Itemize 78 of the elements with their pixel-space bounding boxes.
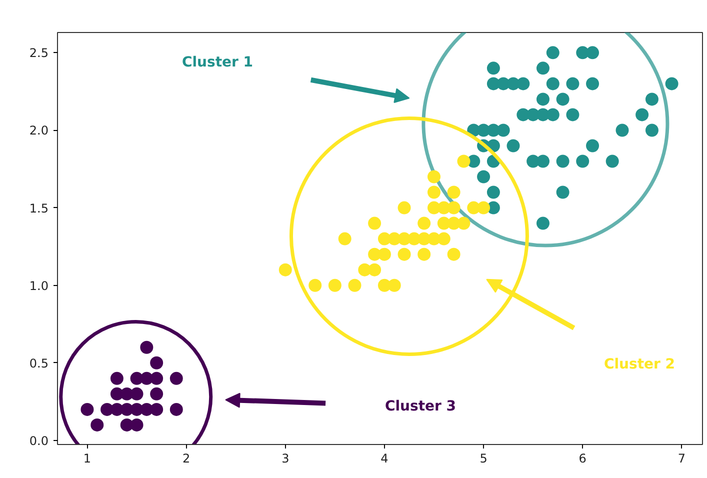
point — [586, 77, 600, 90]
point — [536, 92, 550, 106]
annotation: Cluster 2 — [604, 356, 676, 372]
point — [546, 108, 560, 122]
point — [496, 124, 510, 137]
point — [546, 77, 560, 90]
point — [170, 372, 183, 385]
point — [348, 278, 362, 292]
point — [447, 248, 460, 261]
point — [586, 46, 600, 60]
y-tick-label: 2.0 — [29, 124, 49, 138]
point — [378, 248, 391, 261]
point — [418, 216, 431, 230]
y-tick-label: 2.5 — [29, 46, 49, 60]
point — [418, 248, 431, 261]
point — [170, 402, 183, 416]
point — [636, 108, 649, 122]
x-tick-label: 3 — [282, 452, 290, 466]
point — [150, 372, 164, 385]
x-tick-label: 4 — [380, 452, 388, 466]
point — [645, 124, 658, 137]
y-tick-label: 0.0 — [29, 434, 49, 448]
point — [586, 139, 600, 152]
point — [556, 186, 570, 199]
point — [457, 216, 470, 230]
point — [338, 232, 352, 246]
point — [140, 340, 154, 354]
point — [447, 186, 460, 199]
point — [457, 154, 470, 168]
y-tick-label: 1.0 — [29, 278, 49, 293]
point — [278, 263, 292, 276]
annotation: Cluster 3 — [384, 398, 456, 414]
point — [536, 154, 550, 168]
x-tick-label: 6 — [578, 452, 586, 466]
point — [398, 248, 411, 261]
point — [447, 201, 460, 214]
y-tick-label: 1.5 — [29, 201, 49, 216]
point — [150, 387, 164, 400]
point — [437, 232, 450, 246]
point — [506, 139, 520, 152]
point — [576, 154, 590, 168]
point — [536, 62, 550, 75]
point — [150, 402, 164, 416]
point — [486, 186, 500, 199]
point — [150, 356, 164, 370]
x-tick-label: 7 — [678, 452, 686, 466]
x-tick-label: 1 — [83, 452, 92, 466]
point — [110, 372, 124, 385]
point — [398, 201, 411, 214]
point — [556, 92, 570, 106]
point — [80, 402, 94, 416]
x-tick-label: 2 — [182, 452, 190, 466]
point — [368, 263, 382, 276]
x-tick-label: 5 — [480, 452, 488, 466]
point — [130, 418, 144, 432]
point — [308, 278, 322, 292]
point — [556, 154, 570, 168]
point — [566, 77, 580, 90]
point — [477, 201, 490, 214]
point — [516, 77, 530, 90]
y-tick-label: 0.5 — [29, 356, 49, 370]
point — [428, 186, 440, 199]
point — [486, 62, 500, 75]
point — [130, 387, 144, 400]
point — [665, 77, 678, 90]
point — [388, 278, 401, 292]
point — [368, 216, 382, 230]
point — [477, 170, 490, 184]
point — [566, 108, 580, 122]
point — [645, 92, 658, 106]
point — [616, 124, 629, 137]
point — [328, 278, 342, 292]
point — [606, 154, 619, 168]
point — [536, 216, 550, 230]
point — [546, 46, 560, 60]
point — [90, 418, 104, 432]
annotation: Cluster 1 — [182, 54, 254, 70]
point — [428, 170, 440, 184]
